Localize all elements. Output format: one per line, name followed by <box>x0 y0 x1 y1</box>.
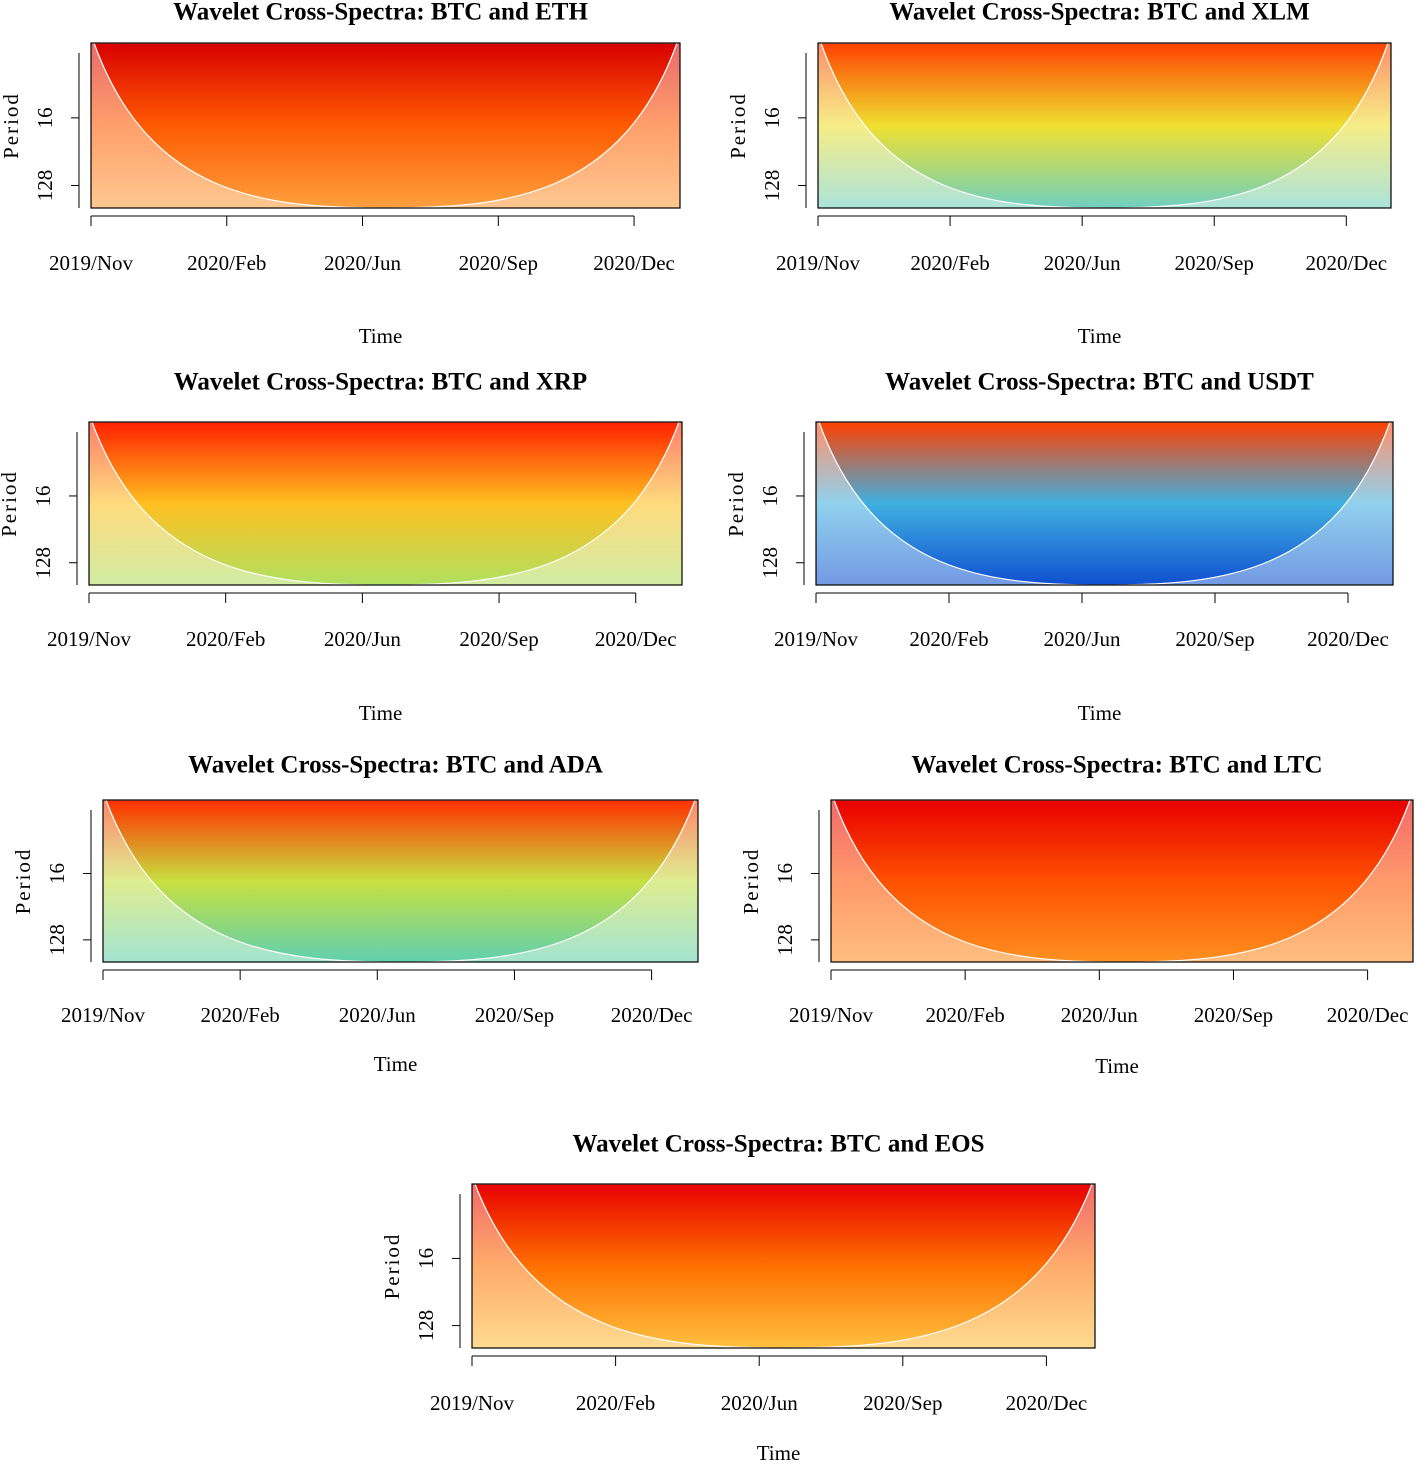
y-tick-label: 128 <box>773 924 797 956</box>
x-tick-label: 2020/Sep <box>1175 627 1254 651</box>
x-axis-label: Time <box>374 1052 418 1076</box>
x-tick-label: 2020/Sep <box>459 251 538 275</box>
y-axis-label: Period <box>380 1233 404 1300</box>
chart: Wavelet Cross-Spectra: BTC and XRP 2019/N… <box>0 369 683 725</box>
x-tick-label: 2020/Dec <box>1307 627 1389 651</box>
y-axis-label: Period <box>724 470 748 537</box>
x-tick-label: 2020/Feb <box>909 627 988 651</box>
chart-title: Wavelet Cross-Spectra: BTC and ETH <box>173 0 588 26</box>
plot-frame <box>815 421 1394 586</box>
x-tick-label: 2020/Dec <box>1327 1003 1409 1027</box>
x-tick-label: 2020/Jun <box>1044 251 1122 275</box>
y-tick-label: 128 <box>760 170 784 202</box>
plot-frame <box>102 799 699 963</box>
heatmap <box>91 43 680 208</box>
x-tick-label: 2019/Nov <box>49 251 134 275</box>
y-tick-label: 16 <box>414 1248 438 1269</box>
x-tick-label: 2020/Dec <box>593 251 675 275</box>
x-axis-label: Time <box>757 1441 801 1465</box>
heatmap <box>816 422 1393 585</box>
x-tick-label: 2020/Sep <box>475 1003 554 1027</box>
heatmap <box>103 800 698 962</box>
x-axis-label: Time <box>359 324 403 348</box>
x-tick-label: 2020/Dec <box>611 1003 693 1027</box>
x-tick-label: 2020/Jun <box>1061 1003 1139 1027</box>
heatmap <box>89 422 682 585</box>
x-tick-label: 2020/Feb <box>925 1003 1004 1027</box>
x-tick-label: 2020/Feb <box>186 627 265 651</box>
y-tick-label: 16 <box>33 107 57 128</box>
y-tick-label: 16 <box>760 107 784 128</box>
x-tick-label: 2019/Nov <box>61 1003 146 1027</box>
heatmap <box>818 43 1391 208</box>
y-tick-label: 16 <box>31 485 55 506</box>
y-tick-label: 128 <box>31 547 55 579</box>
y-tick-label: 16 <box>773 863 797 884</box>
y-tick-label: 16 <box>758 485 782 506</box>
x-tick-label: 2020/Dec <box>595 627 677 651</box>
chart-title: Wavelet Cross-Spectra: BTC and EOS <box>572 1131 984 1158</box>
x-axis-label: Time <box>1078 701 1122 725</box>
x-tick-label: 2020/Jun <box>339 1003 417 1027</box>
y-tick-label: 128 <box>45 924 69 956</box>
x-tick-label: 2020/Feb <box>200 1003 279 1027</box>
chart: Wavelet Cross-Spectra: BTC and USDT 2019/… <box>724 369 1394 725</box>
y-tick-label: 128 <box>33 170 57 202</box>
y-tick-label: 16 <box>45 863 69 884</box>
chart: Wavelet Cross-Spectra: BTC and ETH 2019/N… <box>0 0 681 348</box>
y-axis-label: Period <box>11 848 35 915</box>
cone-of-influence <box>818 43 1391 208</box>
y-axis-label: Period <box>0 470 21 537</box>
heatmap <box>472 1184 1095 1348</box>
plot-frame <box>817 42 1392 209</box>
x-axis-label: Time <box>1095 1054 1139 1078</box>
x-tick-label: 2020/Sep <box>459 627 538 651</box>
chart: Wavelet Cross-Spectra: BTC and ADA 2019/N… <box>11 752 699 1076</box>
heatmap <box>831 800 1413 962</box>
chart-title: Wavelet Cross-Spectra: BTC and USDT <box>885 369 1314 396</box>
chart: Wavelet Cross-Spectra: BTC and LTC 2019/N… <box>739 752 1414 1078</box>
plot-frame <box>90 42 681 209</box>
x-tick-label: 2020/Feb <box>187 251 266 275</box>
x-axis-label: Time <box>1078 324 1122 348</box>
x-tick-label: 2020/Jun <box>324 251 402 275</box>
x-tick-label: 2020/Sep <box>1175 251 1254 275</box>
y-tick-label: 128 <box>414 1310 438 1342</box>
x-tick-label: 2020/Dec <box>1006 1391 1088 1415</box>
x-tick-label: 2020/Jun <box>721 1391 799 1415</box>
cone-of-influence <box>472 1184 1095 1348</box>
x-tick-label: 2020/Feb <box>910 251 989 275</box>
x-axis-label: Time <box>359 701 403 725</box>
chart: Wavelet Cross-Spectra: BTC and XLM 2019/N… <box>726 0 1392 348</box>
x-tick-label: 2019/Nov <box>789 1003 874 1027</box>
cone-of-influence <box>816 422 1393 585</box>
cone-of-influence <box>103 800 698 962</box>
y-axis-label: Period <box>726 92 750 159</box>
x-tick-label: 2019/Nov <box>47 627 132 651</box>
chart-title: Wavelet Cross-Spectra: BTC and XRP <box>174 369 587 396</box>
plot-frame <box>471 1183 1096 1349</box>
x-tick-label: 2019/Nov <box>776 251 861 275</box>
cone-of-influence <box>831 800 1413 962</box>
x-tick-label: 2020/Dec <box>1305 251 1387 275</box>
cone-of-influence <box>89 422 682 585</box>
y-axis-label: Period <box>0 92 23 159</box>
cone-of-influence <box>91 43 680 208</box>
plot-frame <box>830 799 1414 963</box>
x-tick-label: 2020/Sep <box>863 1391 942 1415</box>
x-tick-label: 2019/Nov <box>774 627 859 651</box>
x-tick-label: 2020/Jun <box>1043 627 1121 651</box>
y-axis-label: Period <box>739 848 763 915</box>
x-tick-label: 2020/Jun <box>324 627 402 651</box>
x-tick-label: 2020/Sep <box>1194 1003 1273 1027</box>
chart: Wavelet Cross-Spectra: BTC and EOS 2019/N… <box>380 1131 1096 1465</box>
chart-title: Wavelet Cross-Spectra: BTC and XLM <box>889 0 1309 26</box>
x-tick-label: 2020/Feb <box>576 1391 655 1415</box>
chart-title: Wavelet Cross-Spectra: BTC and LTC <box>911 752 1322 779</box>
x-tick-label: 2019/Nov <box>430 1391 515 1415</box>
chart-title: Wavelet Cross-Spectra: BTC and ADA <box>188 752 603 779</box>
plot-frame <box>88 421 683 586</box>
y-tick-label: 128 <box>758 547 782 579</box>
